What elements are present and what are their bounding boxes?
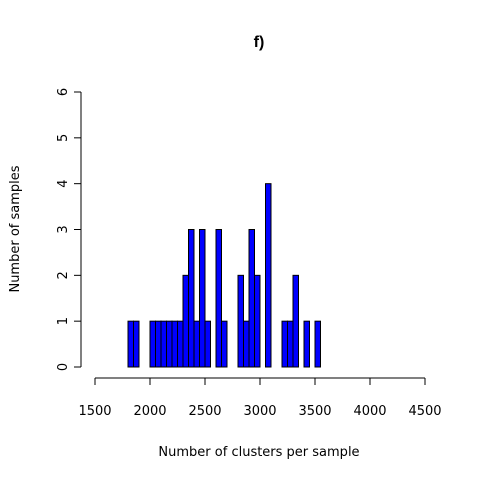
histogram-bar	[314, 320, 321, 368]
y-axis-label: Number of samples	[8, 165, 23, 292]
x-tick-label: 3000	[243, 404, 276, 419]
y-axis: 0 1 2 3 4 5 6	[56, 88, 82, 371]
y-tick-label: 1	[56, 317, 71, 325]
histogram-bar	[177, 320, 184, 368]
histogram-bar	[199, 229, 206, 368]
x-tick-label: 4500	[408, 404, 441, 419]
histogram-bar	[254, 274, 261, 368]
x-tick-label: 3500	[298, 404, 331, 419]
histogram-bar	[133, 320, 140, 368]
bars-group	[127, 183, 321, 368]
histogram-bar	[166, 320, 173, 368]
histogram-bar	[221, 320, 228, 368]
histogram-bar	[188, 229, 195, 368]
y-tick-label: 0	[56, 363, 71, 371]
histogram-bar	[265, 183, 272, 368]
histogram-bar	[160, 320, 167, 368]
y-tick-label: 6	[56, 88, 71, 96]
x-tick-label: 4000	[353, 404, 386, 419]
histogram-bar	[127, 320, 134, 368]
y-tick-label: 5	[56, 134, 71, 142]
x-axis: 1500 2000 2500 3000 3500 4000 4500	[78, 377, 442, 419]
x-tick-label: 2500	[188, 404, 221, 419]
histogram-bar	[303, 320, 310, 368]
histogram-bar	[155, 320, 162, 368]
histogram-bar	[243, 320, 250, 368]
x-tick-label: 2000	[133, 404, 166, 419]
histogram-bar	[287, 320, 294, 368]
histogram-bar	[171, 320, 178, 368]
histogram-bar	[281, 320, 288, 368]
histogram-bar	[215, 229, 222, 368]
x-tick-label: 1500	[78, 404, 111, 419]
chart-title: f)	[254, 34, 265, 51]
histogram-bar	[248, 229, 255, 368]
y-tick-label: 3	[56, 225, 71, 233]
histogram-bar	[204, 320, 211, 368]
x-axis-label: Number of clusters per sample	[158, 445, 359, 460]
y-tick-label: 4	[56, 180, 71, 188]
histogram-bar	[292, 274, 299, 368]
histogram-bar	[193, 320, 200, 368]
histogram-bar	[182, 274, 189, 368]
histogram-bar	[237, 274, 244, 368]
y-tick-label: 2	[56, 271, 71, 279]
histogram-bar	[149, 320, 156, 368]
